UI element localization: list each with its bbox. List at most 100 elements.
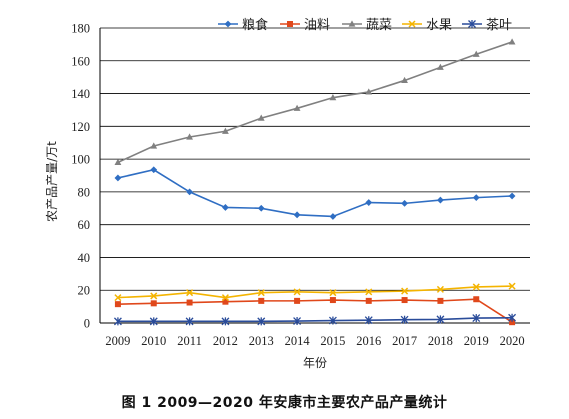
y-tick-label: 180 (71, 22, 90, 36)
data-point (222, 204, 229, 211)
data-point (222, 298, 229, 305)
legend-item: 水果 (402, 18, 452, 33)
data-point (401, 76, 408, 84)
data-point (436, 285, 444, 293)
data-point (150, 166, 158, 174)
y-tick-label: 100 (71, 153, 90, 167)
data-point (186, 188, 193, 196)
data-point (401, 199, 408, 207)
data-point (221, 317, 230, 326)
data-point (437, 63, 444, 70)
legend-label: 粮食 (242, 17, 268, 33)
y-tick-label: 80 (78, 185, 91, 199)
x-tick-label: 2019 (464, 334, 489, 348)
data-point (509, 319, 516, 326)
legend-marker (287, 21, 293, 27)
data-point (437, 297, 444, 304)
series-油料 (114, 296, 516, 326)
y-tick-label: 60 (78, 218, 91, 232)
figure-caption: 图 1 2009—2020 年安康市主要农产品产量统计 (121, 395, 448, 411)
x-axis-title: 年份 (303, 356, 327, 370)
data-point (329, 94, 337, 101)
legend-label: 茶叶 (486, 17, 512, 33)
series-lines (113, 38, 517, 326)
y-tick-label: 0 (84, 317, 90, 331)
legend-item: 油料 (280, 18, 330, 33)
x-tick-label: 2010 (141, 334, 166, 348)
axes (99, 28, 530, 324)
series-茶叶 (113, 313, 517, 326)
y-tick-label: 160 (71, 54, 90, 68)
data-point (328, 316, 337, 325)
series-line (117, 285, 513, 299)
legend-item: 粮食 (218, 17, 268, 33)
data-point (186, 289, 194, 297)
data-point (114, 174, 122, 182)
data-point (472, 194, 480, 202)
y-tick-labels: 0 20 40 60 80 100 120 140 160 180 (71, 22, 90, 331)
data-point (114, 158, 122, 165)
line-chart: 0 20 40 60 80 100 120 140 160 180 2009 2010 2011 201… (45, 17, 530, 370)
data-point (329, 213, 337, 220)
data-point (150, 300, 157, 307)
x-tick-label: 2018 (428, 334, 453, 348)
data-point (293, 211, 301, 219)
x-tick-label: 2013 (249, 334, 274, 348)
data-point (508, 313, 517, 322)
series-蔬菜 (114, 38, 516, 165)
y-tick-label: 140 (71, 87, 90, 101)
data-point (257, 289, 265, 297)
legend: 粮食 油料 蔬菜 水果 茶叶 (218, 17, 512, 33)
data-point (365, 288, 373, 296)
data-point (365, 88, 373, 95)
legend-label: 油料 (304, 18, 330, 33)
data-point (114, 301, 121, 308)
data-point (149, 317, 158, 326)
data-point (472, 283, 480, 291)
x-tick-labels: 2009 2010 2011 2012 2013 2014 2015 2016 2017 2018… (105, 334, 524, 348)
data-point (258, 297, 265, 304)
data-point (400, 315, 409, 324)
data-point (329, 297, 336, 304)
data-point (114, 294, 122, 302)
data-point (437, 196, 444, 204)
legend-item: 蔬菜 (342, 18, 392, 33)
legend-item: 茶叶 (462, 17, 512, 33)
series-粮食 (114, 166, 516, 220)
data-point (222, 127, 229, 134)
data-point (294, 297, 301, 304)
x-tick-label: 2017 (392, 334, 417, 348)
data-point (329, 289, 337, 297)
data-point (436, 315, 445, 324)
data-point (150, 142, 158, 149)
data-point (221, 294, 229, 302)
y-tick-label: 40 (78, 251, 91, 265)
data-point (257, 204, 265, 212)
legend-label: 蔬菜 (366, 18, 392, 33)
data-point (257, 114, 265, 121)
legend-marker (408, 20, 416, 28)
series-水果 (114, 282, 516, 302)
data-point (365, 297, 372, 304)
y-axis-title: 农产品产量/万t (45, 141, 59, 222)
data-point (508, 192, 516, 200)
x-tick-label: 2009 (105, 334, 130, 348)
data-point (185, 317, 194, 326)
series-line (117, 41, 513, 164)
data-point (508, 38, 516, 45)
data-point (186, 299, 193, 306)
legend-marker (468, 20, 476, 28)
y-tick-label: 20 (78, 284, 91, 298)
y-tick-label: 120 (71, 120, 90, 134)
data-point (293, 288, 301, 296)
data-point (293, 317, 302, 326)
data-point (293, 104, 301, 111)
x-tick-label: 2016 (356, 334, 381, 348)
legend-label: 水果 (426, 18, 452, 33)
data-point (473, 296, 480, 303)
data-point (401, 287, 409, 295)
data-point (508, 282, 516, 290)
series-line (117, 316, 513, 323)
x-tick-label: 2014 (285, 334, 311, 348)
series-line (117, 168, 513, 218)
